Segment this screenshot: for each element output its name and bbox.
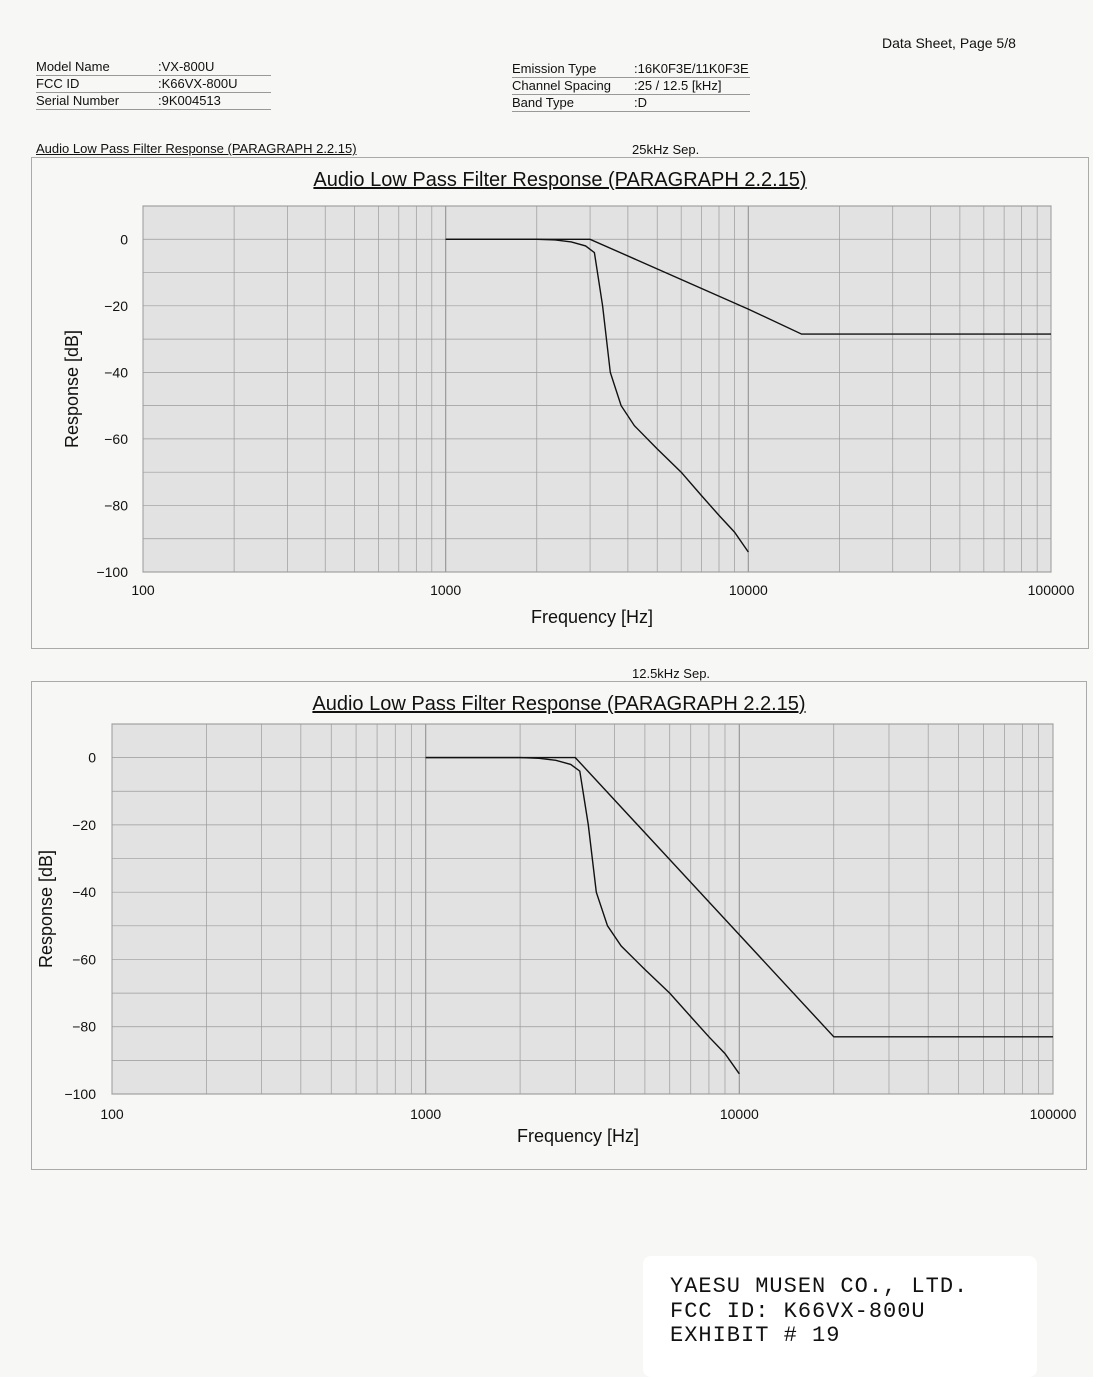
- y-tick-label: −60: [104, 431, 128, 447]
- stamp-exhibit: EXHIBIT # 19: [670, 1323, 841, 1348]
- plot-area: [142, 205, 1052, 573]
- info-label: Band Type: [512, 94, 634, 112]
- exhibit-stamp: YAESU MUSEN CO., LTD. FCC ID: K66VX-800U…: [643, 1256, 1037, 1377]
- info-value: :16K0F3E/11K0F3E: [634, 61, 750, 78]
- series-line-2: [425, 756, 1053, 1038]
- y-tick-label: −60: [72, 951, 96, 967]
- y-tick-label: −40: [72, 884, 96, 900]
- x-tick-label: 100: [131, 582, 155, 598]
- x-tick-label: 10000: [720, 1106, 759, 1122]
- y-tick-label: −40: [104, 364, 128, 380]
- chart-title: Audio Low Pass Filter Response (PARAGRAP…: [313, 169, 806, 191]
- section-caption: Audio Low Pass Filter Response (PARAGRAP…: [36, 141, 357, 156]
- y-tick-label: −80: [104, 497, 128, 513]
- series-line-2: [445, 238, 1051, 335]
- x-axis-label: Frequency [Hz]: [517, 1126, 639, 1146]
- y-tick-label: 0: [120, 231, 128, 247]
- y-axis-label: Response [dB]: [62, 330, 82, 448]
- y-tick-label: −100: [96, 564, 128, 580]
- x-tick-label: 100000: [1030, 1106, 1077, 1122]
- y-tick-label: −20: [72, 817, 96, 833]
- chart-title: Audio Low Pass Filter Response (PARAGRAP…: [312, 693, 805, 715]
- info-label: Emission Type: [512, 61, 634, 78]
- info-label: FCC ID: [36, 75, 158, 93]
- y-tick-label: −100: [64, 1086, 96, 1102]
- page-header: Data Sheet, Page 5/8: [882, 35, 1016, 51]
- info-row-serial: Serial Number :9K004513: [36, 92, 271, 110]
- info-value: :VX-800U: [158, 59, 271, 76]
- x-tick-label: 100: [100, 1106, 124, 1122]
- x-tick-label: 10000: [729, 582, 768, 598]
- info-row-spacing: Channel Spacing :25 / 12.5 [kHz]: [512, 77, 750, 95]
- chart-1-frame: Audio Low Pass Filter Response (PARAGRAP…: [31, 157, 1089, 649]
- info-row-model: Model Name :VX-800U: [36, 59, 271, 76]
- info-value: :K66VX-800U: [158, 75, 271, 93]
- stamp-company: YAESU MUSEN CO., LTD.: [670, 1274, 969, 1299]
- info-value: :D: [634, 94, 750, 112]
- y-tick-label: 0: [88, 750, 96, 766]
- y-tick-label: −80: [72, 1019, 96, 1035]
- y-axis-label: Response [dB]: [36, 850, 56, 968]
- chart-1-sep-label: 25kHz Sep.: [632, 142, 700, 157]
- info-row-band: Band Type :D: [512, 94, 750, 112]
- x-tick-label: 1000: [410, 1106, 441, 1122]
- info-label: Serial Number: [36, 92, 158, 110]
- plot-area: [111, 723, 1054, 1095]
- chart-2-plot: Audio Low Pass Filter Response (PARAGRAP…: [36, 693, 1077, 1146]
- info-label: Model Name: [36, 59, 158, 76]
- info-value: :9K004513: [158, 92, 271, 110]
- chart-2-sep-label: 12.5kHz Sep.: [632, 666, 711, 681]
- y-tick-label: −20: [104, 298, 128, 314]
- info-label: Channel Spacing: [512, 77, 634, 95]
- info-row-emission: Emission Type :16K0F3E/11K0F3E: [512, 61, 750, 78]
- x-tick-label: 100000: [1028, 582, 1075, 598]
- x-axis-label: Frequency [Hz]: [531, 607, 653, 627]
- device-info-table: Model Name :VX-800U FCC ID :K66VX-800U S…: [36, 59, 271, 110]
- stamp-fcc-id: FCC ID: K66VX-800U: [670, 1299, 926, 1324]
- info-row-fcc-id: FCC ID :K66VX-800U: [36, 75, 271, 93]
- info-value: :25 / 12.5 [kHz]: [634, 77, 750, 95]
- chart-2-frame: Audio Low Pass Filter Response (PARAGRAP…: [31, 681, 1087, 1170]
- emission-info-table: Emission Type :16K0F3E/11K0F3E Channel S…: [512, 61, 750, 112]
- x-tick-label: 1000: [430, 582, 461, 598]
- chart-1-plot: Audio Low Pass Filter Response (PARAGRAP…: [62, 169, 1075, 627]
